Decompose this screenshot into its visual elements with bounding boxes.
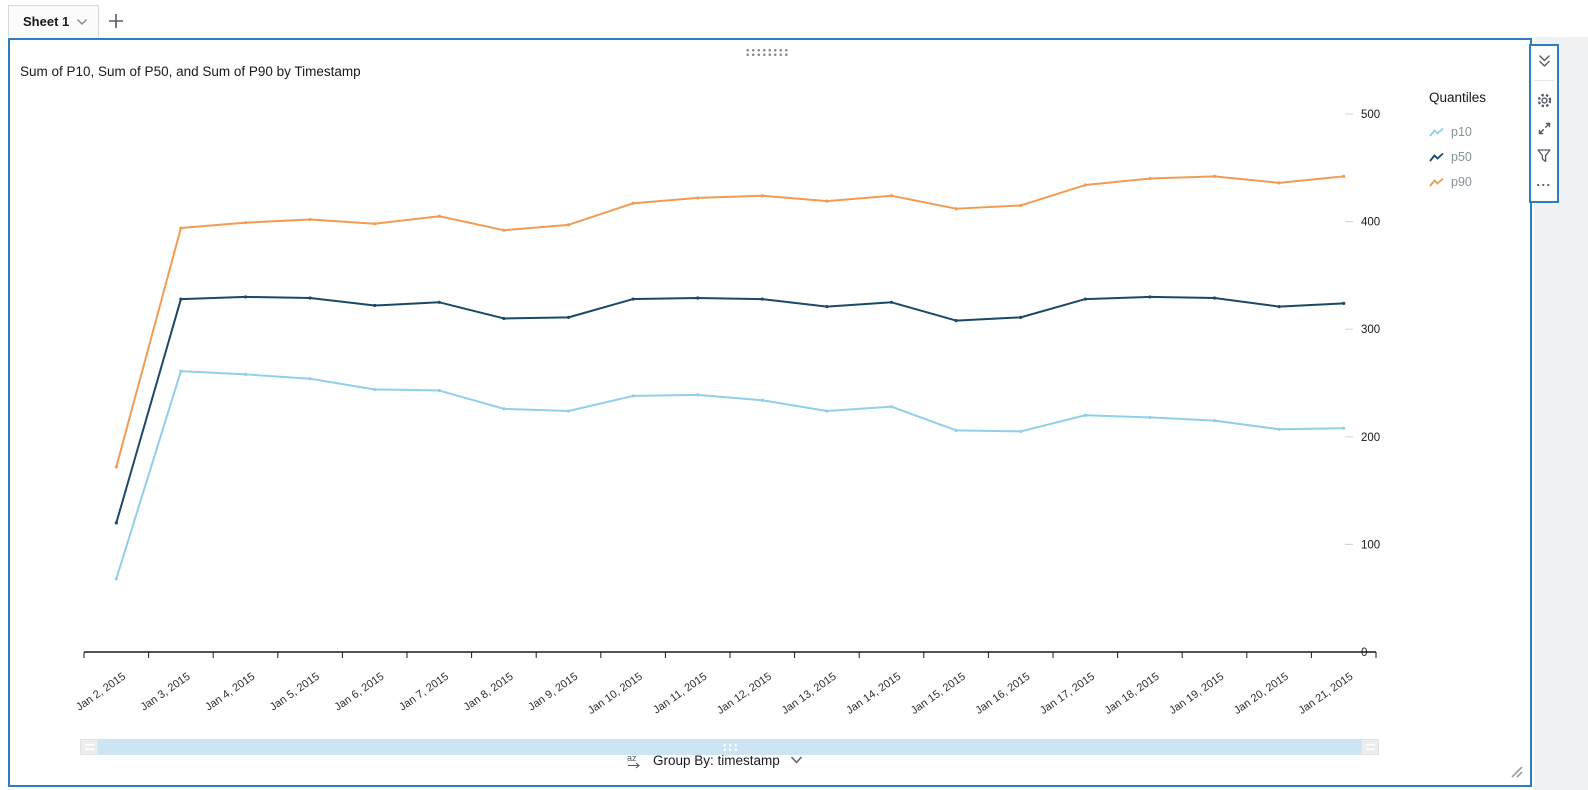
legend-label: p90 — [1451, 175, 1472, 189]
svg-text:500: 500 — [1361, 109, 1380, 121]
svg-text:Jan 14, 2015: Jan 14, 2015 — [844, 671, 903, 717]
tab-sheet-1-label: Sheet 1 — [23, 14, 70, 29]
tab-sheet-1[interactable]: Sheet 1 — [8, 5, 100, 37]
legend-title: Quantiles — [1429, 90, 1487, 105]
svg-text:Jan 11, 2015: Jan 11, 2015 — [651, 671, 709, 717]
visual-title: Sum of P10, Sum of P50, and Sum of P90 b… — [20, 64, 361, 79]
collapse-icon[interactable] — [1533, 52, 1555, 70]
svg-text:az: az — [627, 753, 637, 763]
svg-text:Jan 7, 2015: Jan 7, 2015 — [397, 671, 451, 714]
group-by-label: Group By: timestamp — [653, 752, 780, 768]
grip-icon — [84, 744, 94, 750]
filter-funnel-icon[interactable] — [1533, 147, 1555, 165]
legend-label: p50 — [1451, 150, 1472, 164]
grip-icon — [1365, 744, 1375, 750]
svg-text:Jan 20, 2015: Jan 20, 2015 — [1232, 671, 1291, 717]
more-options-icon[interactable]: ... — [1533, 175, 1555, 193]
svg-text:Jan 4, 2015: Jan 4, 2015 — [203, 671, 257, 714]
x-axis-range-slider — [80, 739, 1379, 755]
slider-track[interactable] — [98, 739, 1361, 755]
legend-label: p10 — [1451, 125, 1472, 139]
svg-text:Jan 8, 2015: Jan 8, 2015 — [462, 671, 516, 714]
svg-text:Jan 15, 2015: Jan 15, 2015 — [909, 671, 968, 717]
svg-text:Jan 13, 2015: Jan 13, 2015 — [780, 671, 839, 717]
line-chart-visual[interactable]: Sum of P10, Sum of P50, and Sum of P90 b… — [8, 38, 1532, 787]
svg-text:100: 100 — [1361, 539, 1380, 551]
slider-right-handle[interactable] — [1361, 739, 1379, 755]
legend-item-p50[interactable]: p50 — [1429, 150, 1527, 164]
p10-line-swatch-icon — [1429, 127, 1444, 137]
svg-text:0: 0 — [1361, 647, 1367, 659]
p90-line-swatch-icon — [1429, 177, 1444, 187]
settings-gear-icon[interactable] — [1533, 91, 1555, 109]
toolbar-divider — [1534, 80, 1554, 81]
svg-text:Jan 2, 2015: Jan 2, 2015 — [74, 671, 128, 714]
group-by-control[interactable]: az Group By: timestamp — [626, 749, 803, 771]
svg-text:Jan 16, 2015: Jan 16, 2015 — [973, 671, 1032, 717]
svg-text:Jan 6, 2015: Jan 6, 2015 — [332, 671, 386, 714]
slider-left-handle[interactable] — [80, 739, 98, 755]
svg-text:Jan 9, 2015: Jan 9, 2015 — [526, 671, 580, 714]
svg-text:300: 300 — [1361, 324, 1380, 336]
svg-text:Jan 5, 2015: Jan 5, 2015 — [268, 671, 322, 714]
visual-side-toolbar: ... — [1529, 44, 1559, 203]
svg-text:Jan 18, 2015: Jan 18, 2015 — [1103, 671, 1162, 717]
visual-drag-handle[interactable] — [745, 48, 789, 57]
chart-legend: Quantiles p10 p50 p90 — [1427, 90, 1527, 200]
chevron-down-icon — [790, 756, 802, 764]
svg-text:Jan 3, 2015: Jan 3, 2015 — [139, 671, 193, 714]
chevron-down-icon[interactable] — [76, 13, 88, 31]
svg-text:Jan 17, 2015: Jan 17, 2015 — [1038, 671, 1097, 717]
sort-az-icon: az — [627, 753, 640, 768]
legend-item-p10[interactable]: p10 — [1429, 125, 1527, 139]
svg-text:400: 400 — [1361, 217, 1380, 229]
svg-text:Jan 21, 2015: Jan 21, 2015 — [1296, 671, 1355, 717]
sheet-tab-bar: Sheet 1 — [0, 0, 1588, 37]
grip-dots-icon — [721, 743, 738, 751]
svg-text:200: 200 — [1361, 432, 1380, 444]
resize-handle-icon[interactable] — [1506, 761, 1524, 779]
ellipsis-label: ... — [1536, 174, 1552, 189]
svg-text:Jan 12, 2015: Jan 12, 2015 — [715, 671, 774, 717]
svg-text:Jan 10, 2015: Jan 10, 2015 — [586, 671, 645, 717]
add-sheet-button[interactable] — [99, 5, 133, 37]
legend-item-p90[interactable]: p90 — [1429, 175, 1527, 189]
svg-text:Jan 19, 2015: Jan 19, 2015 — [1167, 671, 1226, 717]
p50-line-swatch-icon — [1429, 152, 1444, 162]
maximize-icon[interactable] — [1533, 119, 1555, 137]
